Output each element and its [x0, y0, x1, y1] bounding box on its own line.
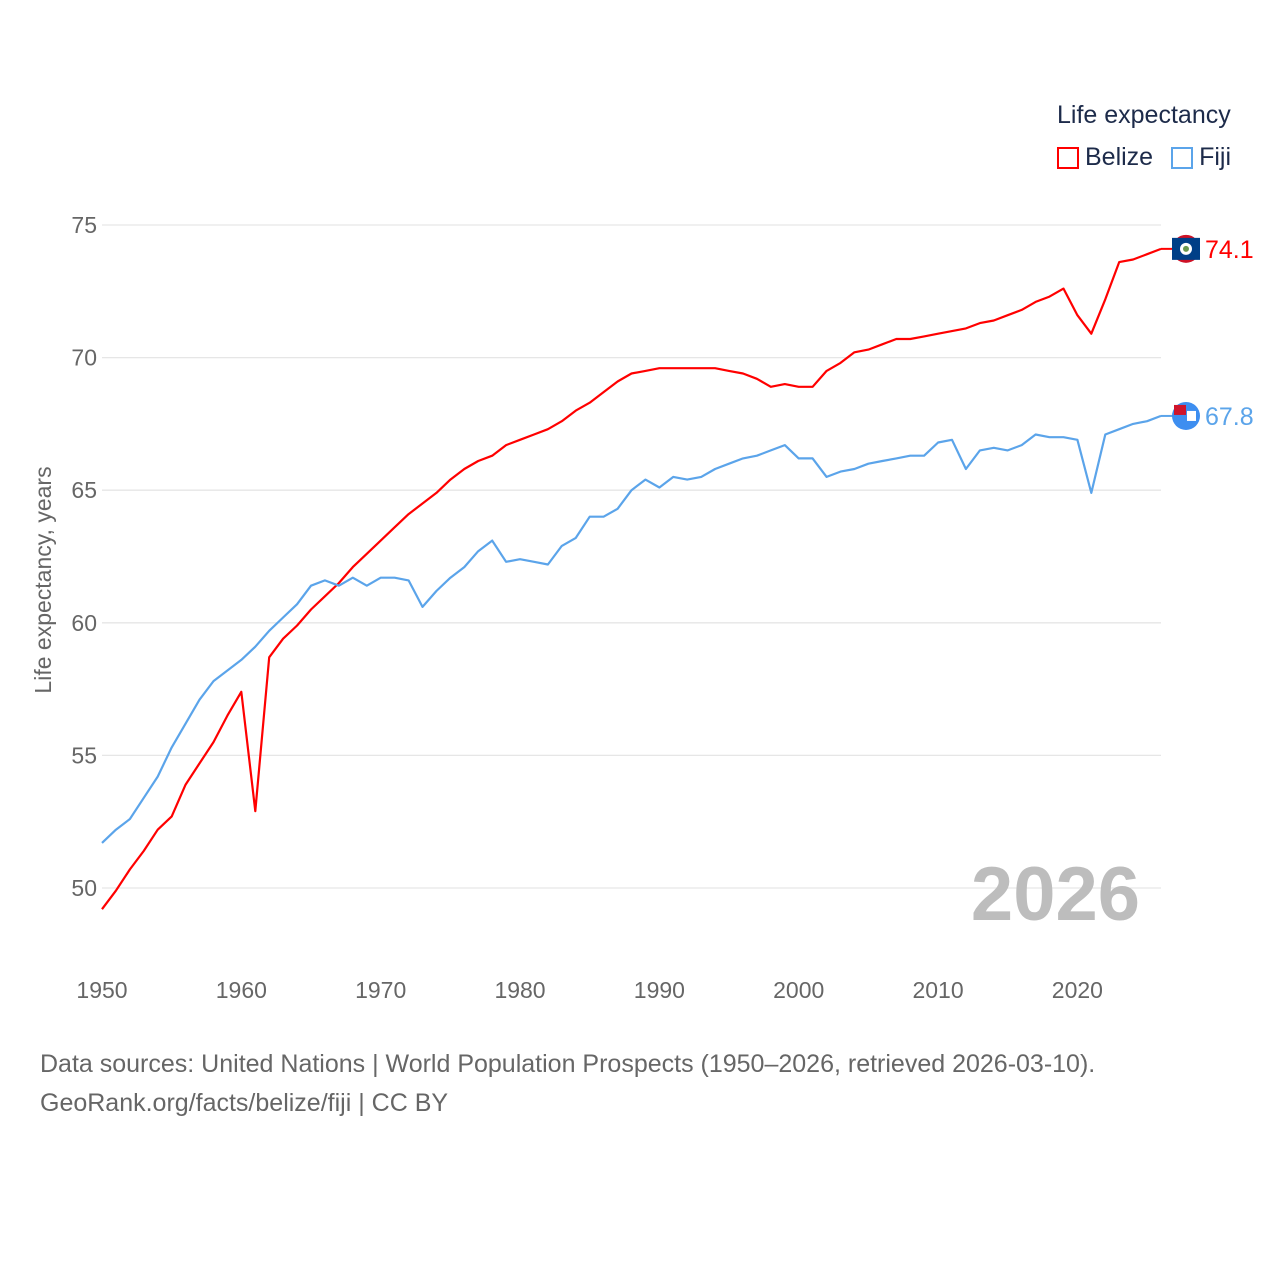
legend-item-fiji[interactable]: Fiji — [1171, 143, 1231, 172]
series-line-belize — [101, 247, 1162, 910]
legend: Belize Fiji — [1057, 143, 1231, 172]
end-value-label: 74.1 — [1205, 236, 1254, 264]
end-value-label: 67.8 — [1205, 403, 1254, 431]
x-tick-label: 1960 — [216, 977, 267, 1003]
x-tick-label: 2000 — [773, 977, 824, 1003]
y-tick-label: 75 — [71, 212, 97, 238]
legend-label-fiji: Fiji — [1199, 143, 1232, 171]
series-line-fiji — [101, 414, 1162, 844]
legend-title: Life expectancy — [1057, 101, 1231, 129]
x-tick-label: 1970 — [355, 977, 406, 1003]
y-tick-label: 65 — [71, 477, 97, 503]
flag-shield — [1187, 410, 1196, 421]
source-line-2[interactable]: GeoRank.org/facts/belize/fiji | CC BY — [40, 1089, 449, 1117]
x-tick-label: 1980 — [494, 977, 545, 1003]
legend-swatch-belize — [1057, 146, 1079, 169]
y-axis-label: Life expectancy, years — [30, 466, 56, 693]
legend-label-belize: Belize — [1085, 143, 1154, 171]
legend-swatch-fiji — [1171, 146, 1194, 169]
year-annotation: 2026 — [971, 852, 1140, 937]
x-tick-label: 2020 — [1052, 977, 1103, 1003]
legend-item-belize[interactable]: Belize — [1057, 143, 1153, 172]
x-tick-label: 1990 — [634, 977, 685, 1003]
source-note: Data sources: United Nations | World Pop… — [40, 1045, 1095, 1123]
flag-canton — [1174, 404, 1186, 415]
x-tick-label: 2010 — [912, 977, 963, 1003]
y-tick-label: 70 — [71, 345, 97, 371]
y-tick-label: 55 — [71, 742, 97, 768]
y-tick-label: 50 — [71, 875, 97, 901]
y-tick-label: 60 — [71, 610, 97, 636]
belize-flag-icon — [1172, 234, 1200, 263]
source-line-1: Data sources: United Nations | World Pop… — [40, 1050, 1096, 1078]
fiji-flag-icon — [1172, 401, 1200, 430]
flag-emblem-center — [1183, 245, 1189, 252]
x-tick-label: 1950 — [76, 977, 127, 1003]
